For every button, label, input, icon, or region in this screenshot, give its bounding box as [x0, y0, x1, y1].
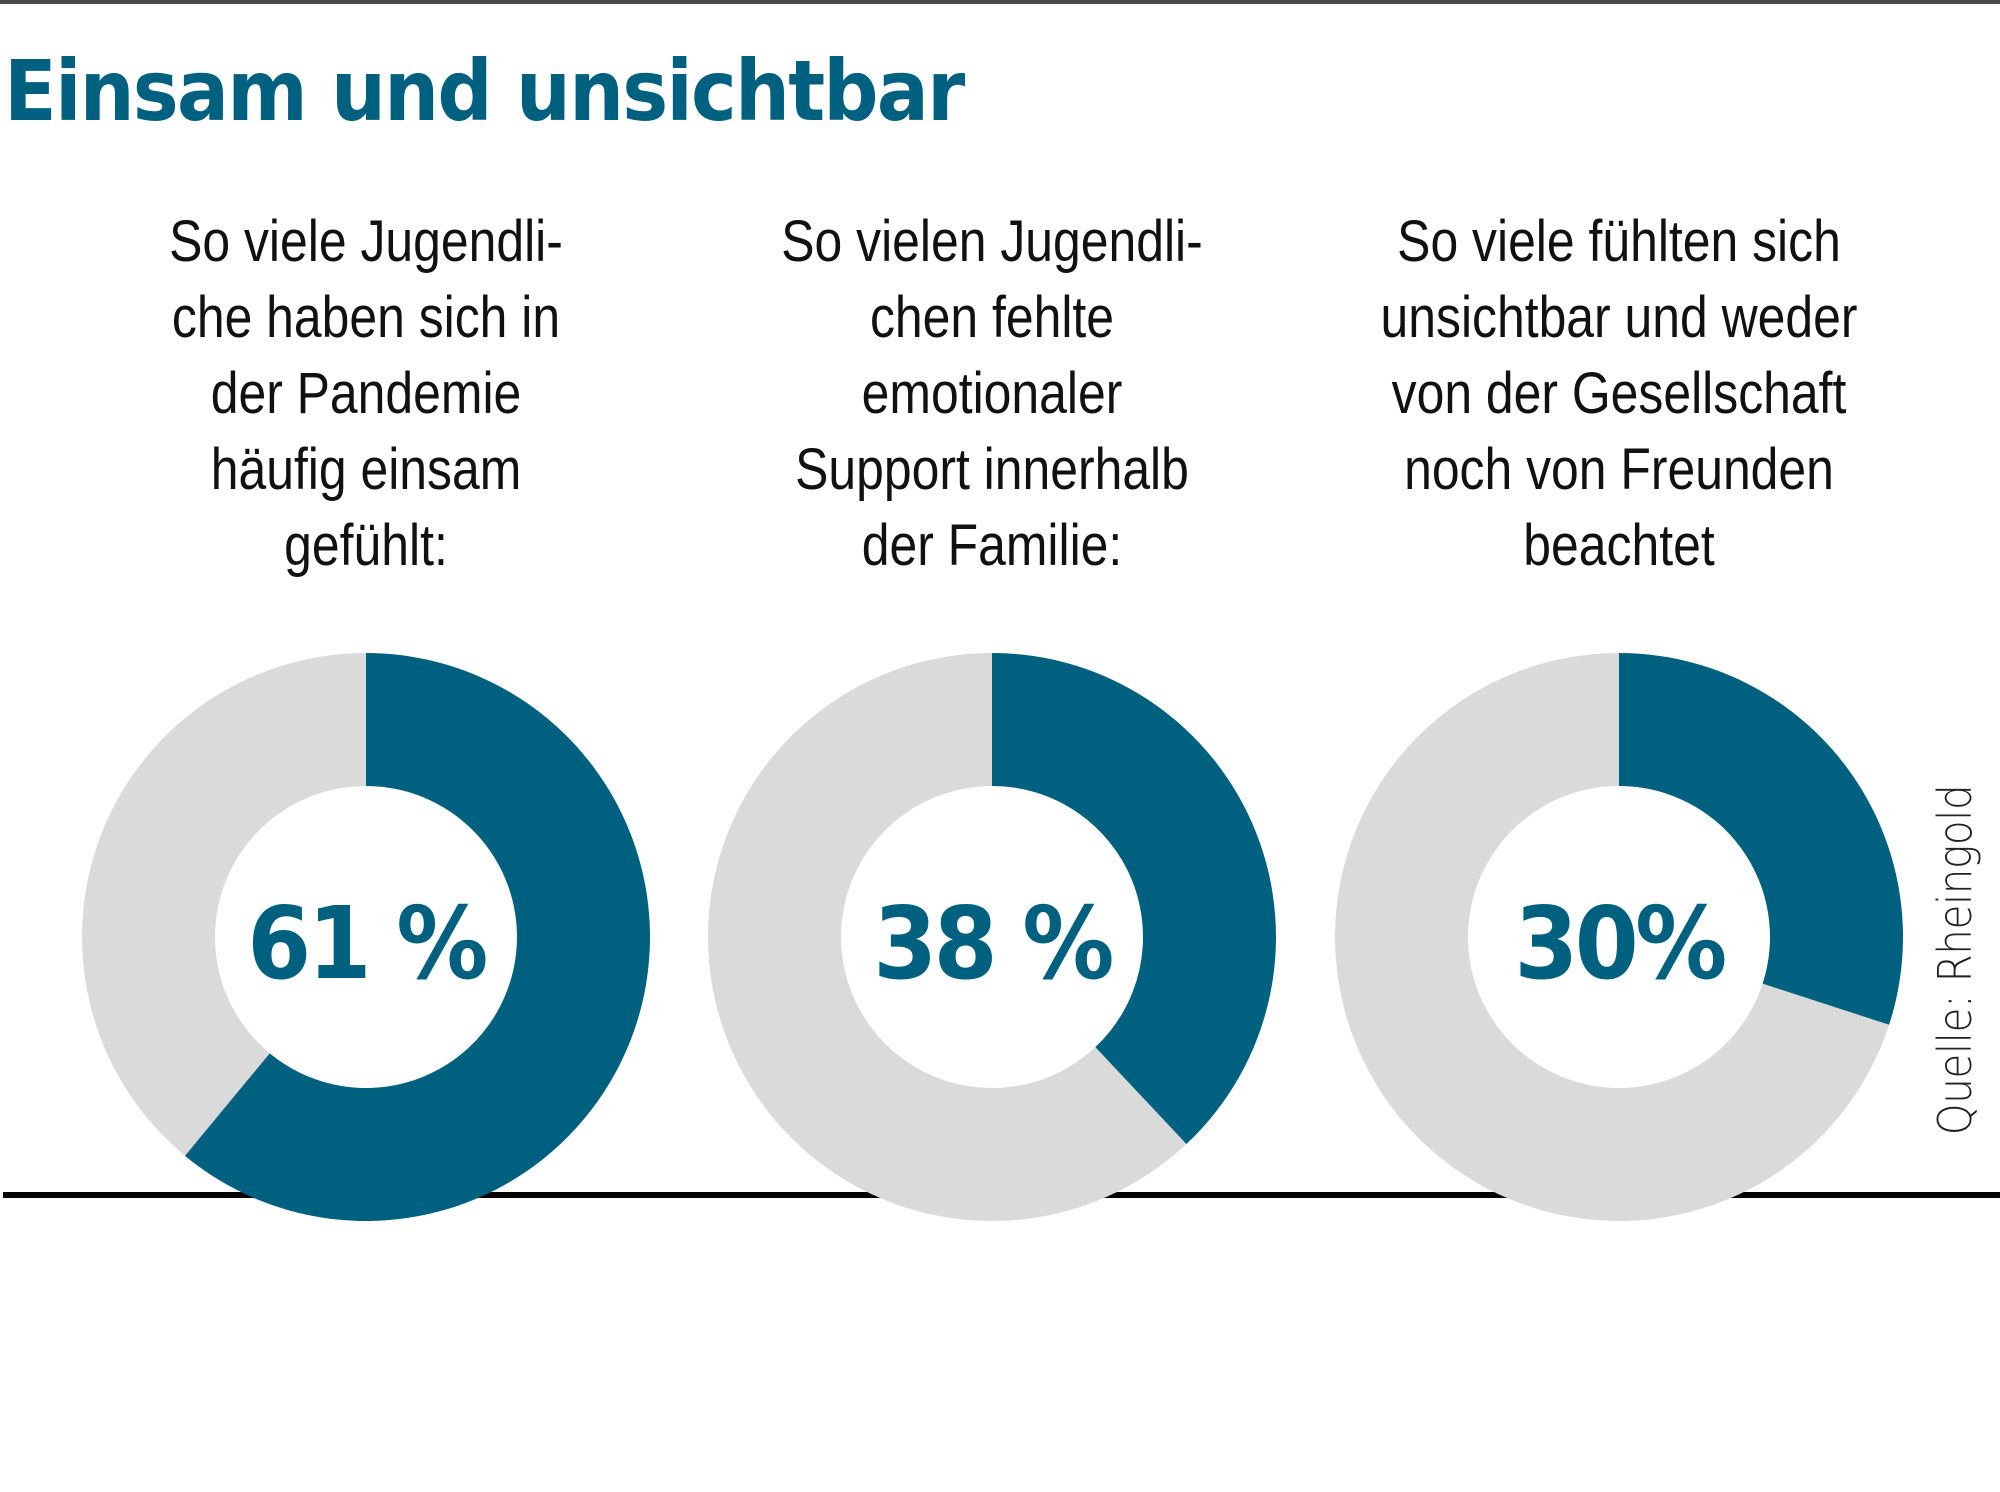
- question-line: der Pandemie: [210, 361, 522, 426]
- question-line: beachtet: [1523, 513, 1715, 578]
- question-line: chen fehlte: [869, 285, 1115, 350]
- question-text-1: So viele Jugendli- che haben sich in der…: [66, 204, 666, 584]
- donut-remainder-segment-1: [81, 653, 366, 1156]
- question-line: So viele Jugendli-: [169, 209, 563, 274]
- question-line: Support innerhalb: [795, 437, 1189, 502]
- donut-remainder-segment-3: [1335, 653, 1890, 1221]
- question-text-2: So vielen Jugendli- chen fehlte emotiona…: [692, 204, 1292, 584]
- question-line: che haben sich in: [171, 285, 561, 350]
- value-label-2: 38 %: [873, 885, 1112, 1002]
- donut-value-segment-1: [184, 653, 651, 1221]
- question-line: unsichtbar und weder: [1380, 285, 1858, 350]
- question-text-3: So viele fühlten sich unsichtbar und wed…: [1319, 204, 1919, 584]
- top-rule: [0, 0, 2000, 4]
- donut-value-segment-3: [1619, 653, 1903, 1025]
- question-line: emotionaler: [861, 361, 1123, 426]
- question-line: häufig einsam: [210, 437, 522, 502]
- donut-remainder-segment-2: [708, 653, 1187, 1221]
- question-line: So viele fühlten sich: [1397, 209, 1841, 274]
- chart-title: Einsam und unsichtbar: [4, 42, 965, 140]
- question-line: gefühlt:: [284, 513, 448, 578]
- value-label-1: 61 %: [247, 885, 486, 1002]
- value-label-3: 30%: [1514, 885, 1725, 1002]
- donut-group: [81, 653, 1903, 1221]
- question-line: noch von Freunden: [1404, 437, 1834, 502]
- source-note: Quelle: Rheingold: [1928, 784, 1982, 1136]
- question-line: der Familie:: [861, 513, 1123, 578]
- donut-value-segment-2: [992, 653, 1276, 1145]
- question-line: von der Gesellschaft: [1391, 361, 1847, 426]
- question-line: So vielen Jugendli-: [781, 209, 1203, 274]
